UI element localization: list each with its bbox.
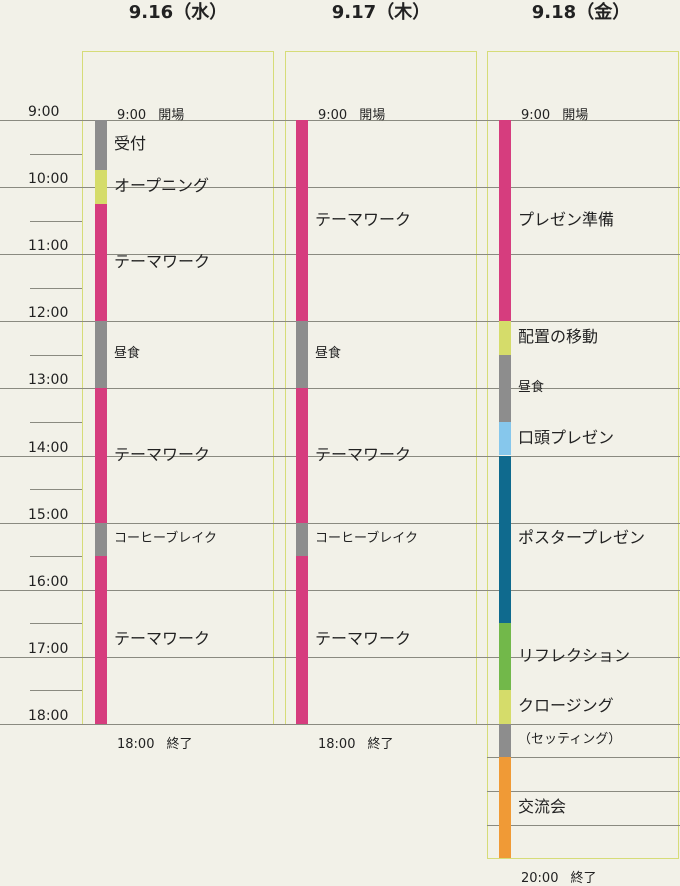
- hour-gridline: [0, 187, 680, 189]
- half-hour-gridline: [30, 287, 82, 289]
- schedule-bar-segment: [499, 120, 511, 322]
- schedule-item-label: ポスタープレゼン: [518, 528, 646, 548]
- hour-label: 11:00: [28, 238, 69, 255]
- schedule-bar-segment: [95, 170, 107, 204]
- schedule-item-label: （セッティング）: [518, 732, 622, 748]
- schedule-bar-segment: [95, 203, 107, 322]
- schedule-item-label: 交流会: [518, 796, 567, 816]
- close-note: 18:00 終了: [318, 736, 394, 752]
- schedule-item-label: リフレクション: [518, 645, 631, 665]
- schedule-bar-segment: [499, 623, 511, 691]
- half-hour-gridline: [30, 556, 82, 558]
- schedule-item-label: コーヒーブレイク: [315, 530, 418, 546]
- schedule-bar-segment: [296, 522, 308, 557]
- schedule-item-label: オープニング: [114, 176, 210, 196]
- schedule-bar-segment: [499, 455, 511, 624]
- hour-label: 16:00: [28, 573, 69, 590]
- hour-gridline: [0, 723, 680, 725]
- schedule-bar-segment: [95, 556, 107, 724]
- hour-gridline: [0, 254, 680, 256]
- schedule-bar-segment: [499, 690, 511, 724]
- schedule-item-label: テーマワーク: [114, 444, 211, 464]
- hour-gridline: [0, 120, 680, 121]
- schedule-bar-segment: [499, 723, 511, 758]
- hour-gridline: [0, 589, 680, 591]
- schedule-item-label: プレゼン準備: [518, 209, 615, 229]
- half-hour-gridline: [30, 623, 82, 625]
- hour-gridline: [0, 455, 680, 457]
- open-note: 9:00 開場: [117, 108, 185, 123]
- schedule-item-label: テーマワーク: [315, 444, 412, 464]
- close-note: 18:00 終了: [117, 736, 193, 752]
- schedule-item-label: テーマワーク: [315, 629, 412, 649]
- hour-label: 10:00: [28, 171, 69, 188]
- open-note: 9:00 開場: [521, 108, 589, 123]
- close-note: 20:00 終了: [521, 871, 597, 886]
- schedule-bar-segment: [95, 522, 107, 557]
- schedule-item-label: 昼食: [315, 346, 342, 362]
- schedule-bar-segment: [95, 388, 107, 523]
- schedule-bar-segment: [296, 120, 308, 322]
- hour-label: 12:00: [28, 305, 69, 322]
- hour-label: 17:00: [28, 640, 69, 657]
- schedule-item-label: 昼食: [518, 379, 545, 395]
- day-title: 9.16（水）: [128, 2, 228, 23]
- hour-gridline-extended: [487, 824, 680, 826]
- schedule-bar-segment: [499, 321, 511, 355]
- schedule-bar-segment: [499, 757, 511, 859]
- hour-gridline: [0, 388, 680, 390]
- open-note: 9:00 開場: [318, 108, 386, 123]
- half-hour-gridline: [30, 690, 82, 692]
- hour-label: 18:00: [28, 707, 69, 724]
- schedule-item-label: 受付: [114, 134, 147, 154]
- half-hour-gridline: [30, 354, 82, 356]
- half-hour-gridline: [30, 489, 82, 491]
- day-title: 9.17（木）: [331, 2, 431, 23]
- half-hour-gridline: [30, 421, 82, 423]
- schedule-bar-segment: [95, 321, 107, 389]
- schedule-item-label: コーヒーブレイク: [114, 530, 217, 546]
- hour-label: 9:00: [28, 104, 60, 120]
- schedule-item-label: テーマワーク: [114, 251, 211, 271]
- day-title: 9.18（金）: [531, 2, 631, 23]
- schedule-bar-segment: [95, 120, 107, 171]
- hour-gridline: [0, 321, 680, 323]
- hour-gridline-extended: [487, 791, 680, 792]
- schedule-item-label: 配置の移動: [518, 327, 599, 347]
- schedule-bar-segment: [296, 321, 308, 389]
- half-hour-gridline: [30, 220, 82, 222]
- schedule-item-label: テーマワーク: [114, 629, 211, 649]
- schedule-bar-segment: [296, 556, 308, 724]
- schedule-item-label: 昼食: [114, 346, 141, 362]
- day-panel: [487, 51, 679, 860]
- schedule-bar-segment: [499, 421, 511, 456]
- hour-label: 13:00: [28, 372, 69, 389]
- hour-label: 15:00: [28, 506, 69, 523]
- hour-label: 14:00: [28, 439, 69, 456]
- schedule-item-label: クロージング: [518, 696, 614, 716]
- schedule-bar-segment: [296, 388, 308, 523]
- hour-gridline: [0, 522, 680, 524]
- schedule-bar-segment: [499, 354, 511, 422]
- hour-gridline: [0, 656, 680, 658]
- schedule-item-label: テーマワーク: [315, 209, 412, 229]
- hour-gridline-extended: [487, 757, 680, 759]
- schedule-item-label: 口頭プレゼン: [518, 427, 615, 447]
- half-hour-gridline: [30, 153, 82, 155]
